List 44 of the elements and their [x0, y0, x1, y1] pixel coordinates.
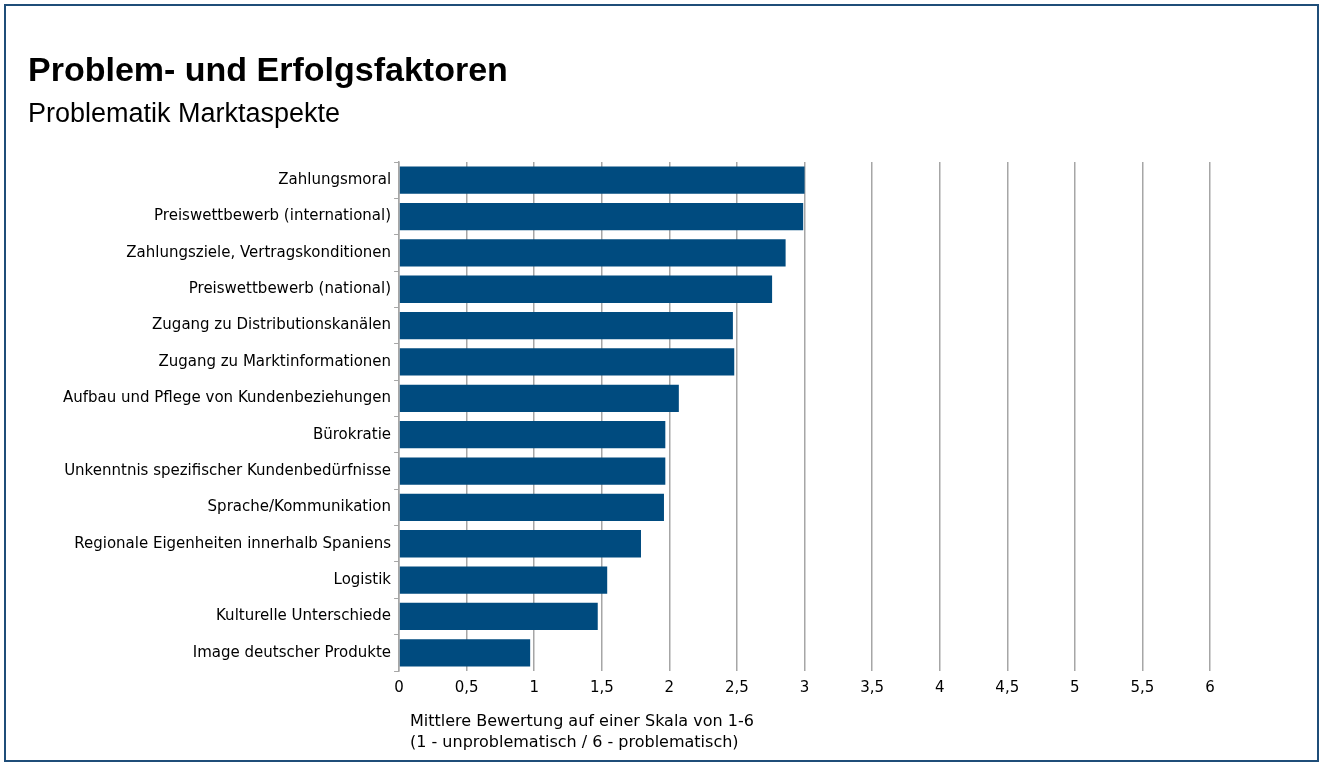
- bar: [399, 384, 679, 412]
- chart-title: Problem- und Erfolgsfaktoren: [28, 50, 508, 89]
- x-tick-label: 5,5: [1130, 677, 1155, 696]
- x-tick-label: 2: [664, 677, 675, 696]
- y-tick-label: Unkenntnis spezifischer Kundenbedürfnisse: [64, 460, 392, 479]
- y-tick-label: Preiswettbewerb (national): [188, 279, 392, 298]
- x-tick-label: 0: [394, 677, 404, 696]
- bar: [399, 530, 641, 558]
- y-tick-label: Aufbau und Pflege von Kundenbeziehungen: [62, 388, 392, 407]
- bar: [399, 639, 531, 667]
- x-tick-label: 1,5: [589, 677, 614, 696]
- bar: [399, 566, 608, 594]
- y-tick-label: Zahlungsmoral: [278, 170, 392, 189]
- y-tick-label: Regionale Eigenheiten innerhalb Spaniens: [74, 533, 392, 552]
- bar: [399, 493, 664, 522]
- x-tick-label: 5: [1070, 677, 1080, 696]
- x-tick-label: 0,5: [454, 677, 479, 696]
- y-tick-label: Zugang zu Marktinformationen: [158, 351, 392, 370]
- x-tick-label: 3,5: [860, 677, 885, 696]
- y-tick-label: Image deutscher Produkte: [192, 642, 392, 661]
- x-axis-title: Mittlere Bewertung auf einer Skala von 1-6 (1 - unproblematisch / 6 - problematisch): [410, 710, 754, 752]
- x-tick-label: 2,5: [725, 677, 749, 696]
- bar: [399, 202, 804, 231]
- y-tick-label: Preiswettbewerb (international): [154, 206, 392, 225]
- bar: [399, 275, 773, 303]
- bar: [399, 602, 598, 631]
- bar: [399, 239, 786, 267]
- chart-subtitle: Problematik Marktaspekte: [28, 98, 341, 129]
- bar: [399, 311, 733, 340]
- bar: [399, 421, 666, 449]
- y-tick-label: Sprache/Kommunikation: [207, 497, 392, 516]
- y-tick-label: Logistik: [333, 570, 392, 588]
- x-tick-label: 4: [934, 677, 945, 696]
- y-tick-label: Bürokratie: [312, 424, 392, 443]
- bar: [399, 166, 805, 194]
- x-tick-label: 6: [1205, 677, 1215, 696]
- x-tick-label: 3: [799, 677, 810, 696]
- y-tick-label: Zahlungsziele, Vertragskonditionen: [126, 242, 392, 261]
- x-tick-label: 1: [529, 677, 539, 696]
- y-tick-label: Kulturelle Unterschiede: [216, 606, 392, 625]
- bar: [399, 348, 735, 376]
- bar: [399, 457, 666, 485]
- y-tick-label: Zugang zu Distributionskanälen: [152, 315, 392, 334]
- x-tick-label: 4,5: [995, 677, 1020, 696]
